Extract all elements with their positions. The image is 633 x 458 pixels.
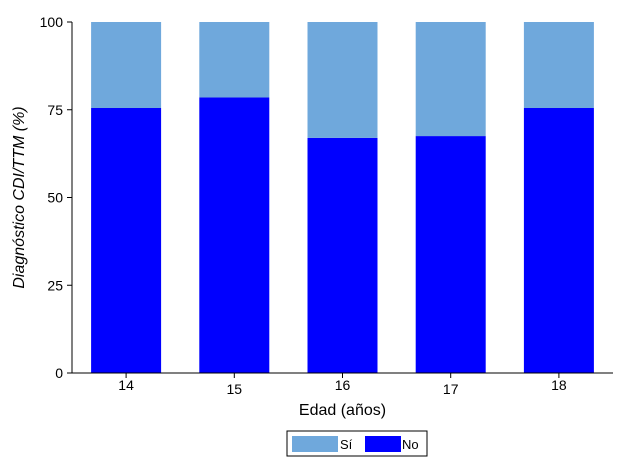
y-tick-label-0: 0: [55, 365, 63, 381]
bar-no-17: [415, 136, 486, 373]
legend-label-no: No: [402, 437, 419, 452]
x-tick-label-18: 18: [551, 377, 567, 393]
bar-no-15: [199, 97, 270, 373]
bar-no-18: [523, 107, 594, 374]
x-tick-label-15: 15: [227, 381, 243, 397]
y-axis-ticks: 0 25 50 75 100: [40, 14, 72, 381]
bar-si-18: [523, 22, 594, 108]
y-tick-label-75: 75: [47, 102, 63, 118]
y-tick-label-50: 50: [47, 190, 63, 206]
legend: Sí No: [286, 430, 428, 457]
y-tick-label-100: 100: [40, 14, 64, 30]
bar-no-16: [307, 137, 378, 373]
bar-si-15: [199, 22, 270, 98]
x-tick-label-16: 16: [335, 377, 351, 393]
y-tick-label-25: 25: [47, 277, 63, 293]
bar-si-17: [415, 22, 486, 137]
x-tick-label-17: 17: [443, 381, 459, 397]
y-axis-title: Diagnóstico CDI/TTM (%): [11, 106, 28, 288]
bar-no-14: [91, 107, 162, 374]
legend-swatch-no: [365, 436, 401, 452]
bar-si-14: [91, 22, 162, 108]
legend-label-si: Sí: [340, 437, 353, 452]
bars-group: [91, 22, 594, 374]
legend-swatch-si: [292, 436, 338, 452]
x-tick-label-14: 14: [118, 377, 134, 393]
x-axis-title: Edad (años): [299, 402, 386, 419]
bar-si-16: [307, 22, 378, 138]
x-axis-ticks: 14 15 16 17 18: [118, 373, 567, 397]
